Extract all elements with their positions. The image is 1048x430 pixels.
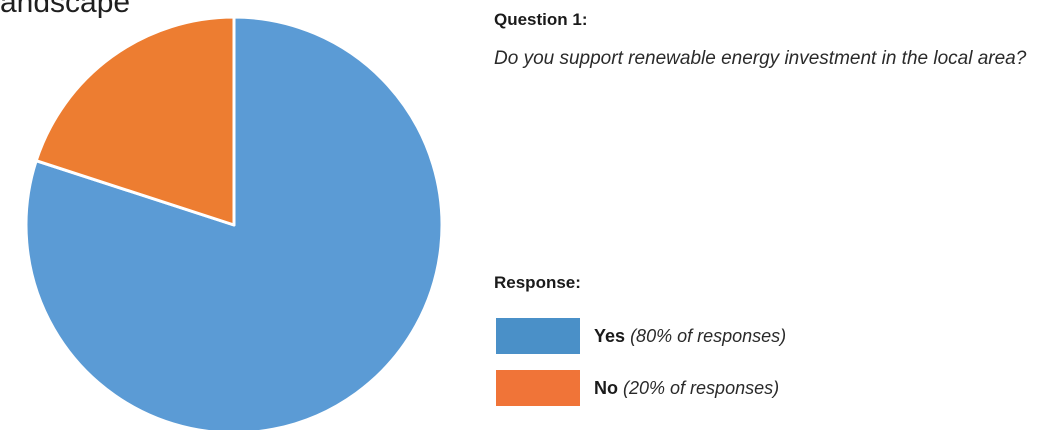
legend-text-yes: Yes (80% of responses): [594, 326, 786, 347]
legend-item-yes: Yes (80% of responses): [496, 318, 786, 354]
legend-text-no: No (20% of responses): [594, 378, 779, 399]
pie-chart-svg: [24, 15, 444, 430]
pie-slice-no: [34, 15, 236, 227]
legend-name-yes: Yes: [594, 325, 626, 346]
legend-swatch-yes: [496, 318, 580, 354]
legend-detail-no: (20% of responses): [623, 377, 780, 398]
response-label: Response:: [494, 273, 581, 292]
legend-detail-yes: (80% of responses): [630, 325, 787, 346]
legend-name-no: No: [594, 377, 618, 398]
question-text: Do you support renewable energy investme…: [494, 48, 1027, 69]
legend-item-no: No (20% of responses): [496, 370, 779, 406]
legend-swatch-no: [496, 370, 580, 406]
header-fragment: andscape: [0, 0, 131, 19]
pie-chart: [0, 0, 480, 430]
question-label: Question 1:: [494, 10, 588, 29]
